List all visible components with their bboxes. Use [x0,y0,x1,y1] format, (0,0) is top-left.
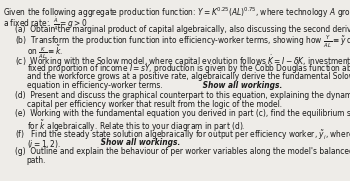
Text: a fixed rate:  $\frac{\dot{A}}{A} = g > 0$: a fixed rate: $\frac{\dot{A}}{A} = g > 0… [3,15,87,33]
Text: (a)  Obtain the marginal product of capital algebraically, also discussing the s: (a) Obtain the marginal product of capit… [15,25,350,34]
Text: (d)  Present and discuss the graphical counterpart to this equation, explaining : (d) Present and discuss the graphical co… [15,90,350,100]
Text: (e)  Working with the fundamental equation you derived in part (c), find the equ: (e) Working with the fundamental equatio… [15,109,350,118]
Text: equation in efficiency-worker terms.: equation in efficiency-worker terms. [27,81,162,90]
Text: fixed proportion of income $I = sY$, production is given by the Cobb Douglas fun: fixed proportion of income $I = sY$, pro… [27,62,350,75]
Text: and the workforce grows at a positive rate, algebraically derive the fundamental: and the workforce grows at a positive ra… [27,72,350,81]
Text: capital per efficiency worker that result from the logic of the model.: capital per efficiency worker that resul… [27,100,282,109]
Text: $(i = 1,2)$.: $(i = 1,2)$. [27,138,61,150]
Text: (c)  Working with the Solow model, where capital evolution follows $\dot{K} = I : (c) Working with the Solow model, where … [15,53,350,69]
Text: Show all workings.: Show all workings. [98,138,181,147]
Text: Show all workings.: Show all workings. [200,81,282,90]
Text: (g)  Outline and explain the behaviour of per worker variables along the model's: (g) Outline and explain the behaviour of… [15,147,350,156]
Text: Given the following aggregate production function: $Y = K^{0.25}(AL)^{0.75}$, wh: Given the following aggregate production… [3,6,350,20]
Text: on $\frac{K}{AL} \equiv \tilde{k}$.: on $\frac{K}{AL} \equiv \tilde{k}$. [27,43,63,61]
Text: (b)  Transform the production function into efficiency-worker terms, showing how: (b) Transform the production function in… [15,34,350,50]
Text: for $\tilde{k}$ algebraically. Relate this to your diagram in part (d).: for $\tilde{k}$ algebraically. Relate th… [27,119,245,134]
Text: path.: path. [27,156,46,165]
Text: (f)   Find the steady state solution algebraically for output per efficiency wor: (f) Find the steady state solution algeb… [15,128,350,142]
